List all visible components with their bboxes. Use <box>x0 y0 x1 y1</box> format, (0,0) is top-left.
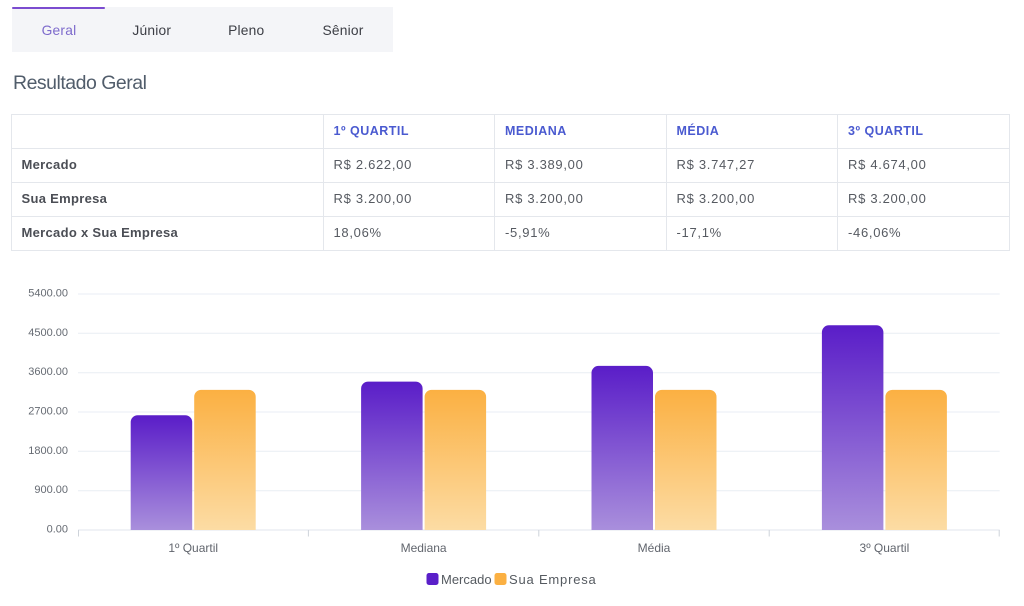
svg-text:900.00: 900.00 <box>34 484 68 496</box>
svg-text:3600.00: 3600.00 <box>28 366 68 378</box>
svg-text:5400.00: 5400.00 <box>28 288 68 300</box>
svg-text:Mediana: Mediana <box>401 541 447 555</box>
svg-text:Média: Média <box>638 541 671 555</box>
svg-text:Mercado: Mercado <box>441 572 492 587</box>
svg-text:1800.00: 1800.00 <box>28 445 68 457</box>
svg-text:4500.00: 4500.00 <box>28 327 68 339</box>
svg-text:1º Quartil: 1º Quartil <box>168 541 218 555</box>
svg-text:3º Quartil: 3º Quartil <box>860 541 910 555</box>
svg-text:Sua Empresa: Sua Empresa <box>509 572 597 587</box>
svg-text:0.00: 0.00 <box>47 524 68 536</box>
svg-text:2700.00: 2700.00 <box>28 406 68 418</box>
